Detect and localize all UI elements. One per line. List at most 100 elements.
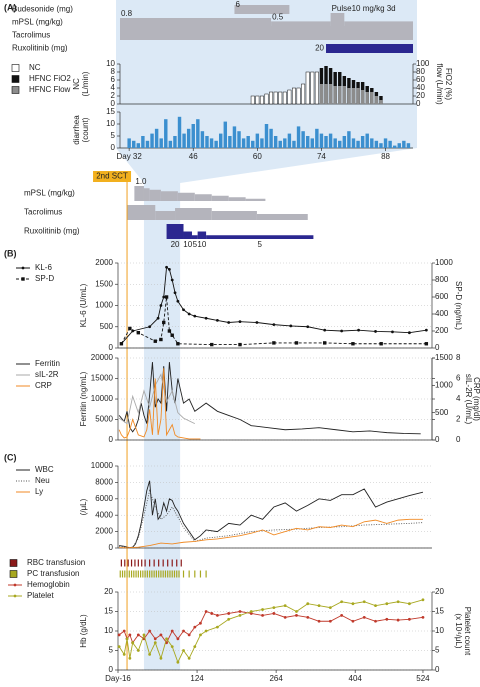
row-label: Ruxolitinib (mg) xyxy=(24,227,80,236)
y-tick-label: 4000 xyxy=(95,510,113,519)
data-point xyxy=(167,329,172,333)
y-tick-label: 0 xyxy=(435,435,440,444)
bar xyxy=(250,95,255,105)
dose-label: 0.8 xyxy=(121,9,133,18)
y-tick-label: 600 xyxy=(435,292,449,301)
series-line xyxy=(119,480,424,549)
bar xyxy=(173,136,177,148)
zoom-guide xyxy=(116,148,417,183)
dose-label: 5 xyxy=(258,240,263,249)
data-point xyxy=(340,600,344,604)
data-point xyxy=(255,321,259,324)
series-line xyxy=(118,362,421,435)
bar xyxy=(241,138,246,148)
y-tick-label: 20000 xyxy=(91,353,114,362)
legend-swatch xyxy=(11,86,20,94)
bar xyxy=(214,140,218,148)
dose-label: 20 xyxy=(171,240,180,249)
data-point xyxy=(317,604,321,608)
bar xyxy=(232,126,237,148)
axis-label: (x 10⁴/μL) xyxy=(454,613,463,649)
y-tick-label: 8 xyxy=(111,67,116,76)
y-tick-label: 10 xyxy=(106,59,115,68)
dose-segment xyxy=(149,189,161,201)
data-point xyxy=(227,612,231,615)
bar xyxy=(324,84,328,104)
y-tick-label: 0 xyxy=(435,665,440,674)
dose-segment xyxy=(206,235,314,239)
y-tick-label: 1500 xyxy=(435,353,453,362)
data-point xyxy=(328,606,332,609)
data-point xyxy=(142,633,146,637)
data-point xyxy=(182,629,185,633)
data-point xyxy=(156,316,160,320)
data-point xyxy=(295,610,298,613)
y-tick-label: 400 xyxy=(435,309,449,318)
bar xyxy=(260,138,264,148)
y-tick-label: 10000 xyxy=(91,394,114,403)
bar xyxy=(333,138,337,148)
bar xyxy=(374,96,379,104)
data-point xyxy=(165,637,168,641)
y-tick-label: 500 xyxy=(435,408,449,417)
data-point xyxy=(193,314,197,318)
data-point xyxy=(238,342,242,347)
data-point xyxy=(153,641,157,645)
y-tick-label: 1000 xyxy=(435,380,453,389)
bar xyxy=(356,140,360,148)
y-tick-label: 15 xyxy=(104,607,113,616)
dose-segment xyxy=(177,192,195,201)
data-point xyxy=(176,299,180,303)
legend-swatch xyxy=(9,570,18,578)
data-point xyxy=(306,615,310,619)
data-point xyxy=(193,645,197,648)
dose-label: 20 xyxy=(315,44,324,53)
bar xyxy=(251,140,255,148)
dose-segment xyxy=(120,26,413,40)
data-point xyxy=(153,637,157,641)
data-point xyxy=(357,328,360,332)
bar xyxy=(259,95,264,105)
axis-label: KL-6 (U/mL) xyxy=(79,283,88,327)
bar xyxy=(379,143,383,148)
data-point xyxy=(128,326,132,331)
bar xyxy=(237,131,241,148)
bar xyxy=(347,131,351,148)
data-point xyxy=(261,608,264,611)
legend-label: SP-D xyxy=(35,274,54,283)
data-point xyxy=(340,329,344,333)
data-point xyxy=(162,295,166,299)
panel-label: (C) xyxy=(4,452,17,462)
data-point xyxy=(136,649,140,652)
data-point xyxy=(295,614,298,617)
data-point xyxy=(227,617,231,621)
data-point xyxy=(289,324,293,328)
data-point xyxy=(424,342,429,346)
dose-segment xyxy=(228,197,246,201)
bar xyxy=(186,128,191,148)
axis-label: flow (L/min) xyxy=(435,63,444,105)
data-point xyxy=(148,653,152,656)
data-point xyxy=(122,629,126,633)
bar xyxy=(388,140,392,148)
bar xyxy=(282,91,287,105)
data-point xyxy=(159,337,163,342)
axis-label: NC xyxy=(72,78,81,90)
dose-label: 0.5 xyxy=(272,12,284,21)
dose-segment xyxy=(160,191,178,201)
y-tick-label: 8 xyxy=(456,353,461,362)
data-point xyxy=(117,645,121,648)
data-point xyxy=(385,602,389,606)
legend-label: Platelet xyxy=(27,591,54,600)
bar xyxy=(287,89,292,105)
bar xyxy=(255,133,260,148)
dose-segment xyxy=(344,21,413,27)
data-point xyxy=(199,633,202,637)
y-tick-label: 200 xyxy=(435,326,449,335)
y-tick-label: 0 xyxy=(416,99,421,108)
axis-label: Hb (g/dL) xyxy=(79,614,88,648)
bar xyxy=(273,136,278,148)
data-point xyxy=(131,641,135,645)
bar xyxy=(392,145,397,148)
bar xyxy=(324,136,328,148)
